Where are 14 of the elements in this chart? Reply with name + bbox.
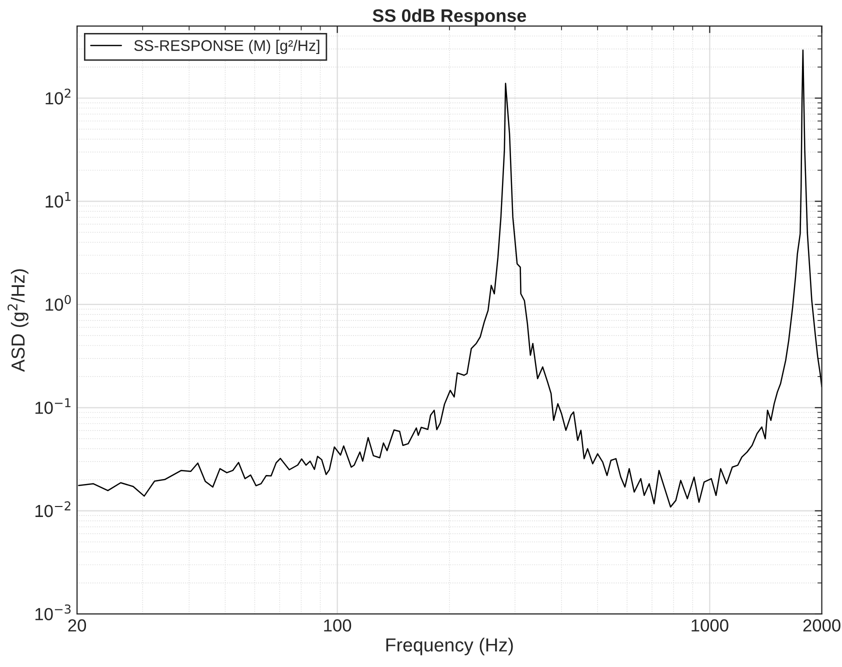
chart-title: SS 0dB Response <box>372 8 526 26</box>
x-tick-label: 100 <box>324 619 352 632</box>
y-tick-label: 10$^{−1}$ <box>35 398 70 414</box>
y-axis-title: ASD (g$^{2}$/Hz) <box>8 269 28 372</box>
x-tick-label: 2000 <box>803 619 840 632</box>
y-tick-label: 10$^{0}$ <box>46 294 71 311</box>
y-tick-label: 10$^{−3}$ <box>35 604 71 620</box>
y-tick-label: 10$^{−2}$ <box>35 501 70 518</box>
x-axis-title: Frequency (Hz) <box>386 638 513 656</box>
x-tick-label: 1000 <box>692 619 728 632</box>
legend-label: SS-RESPONSE (M) [g²/Hz] <box>134 40 320 54</box>
y-tick-label: 10$^{1}$ <box>46 192 70 208</box>
x-tick-label: 20 <box>68 619 86 632</box>
y-tick-label: 10$^{2}$ <box>46 88 70 104</box>
